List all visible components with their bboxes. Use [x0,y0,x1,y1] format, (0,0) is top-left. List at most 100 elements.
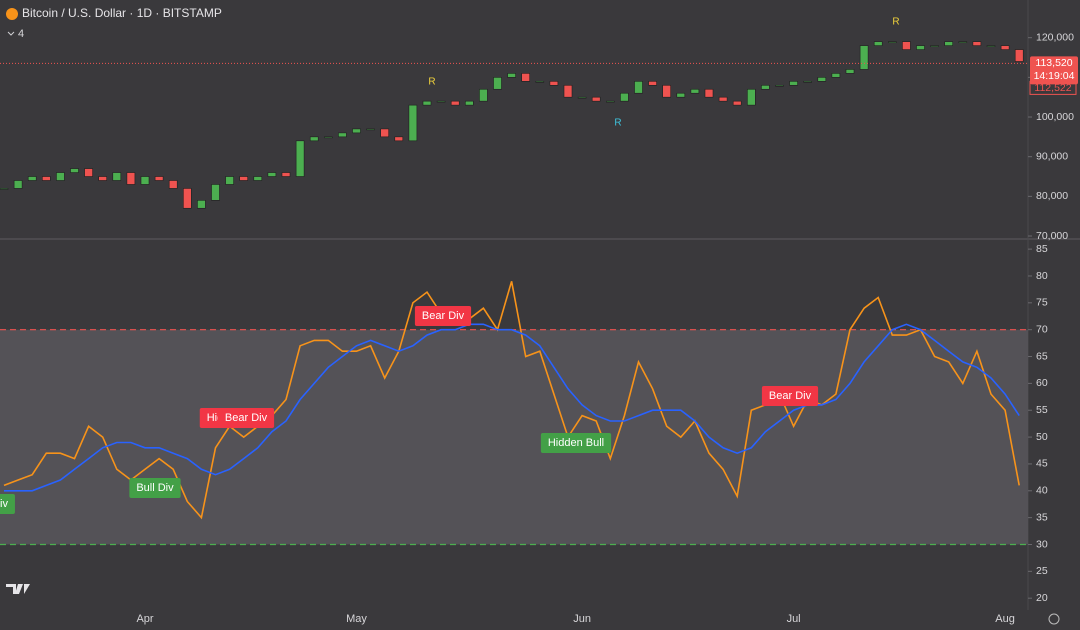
candle [27,176,37,181]
candle [0,188,9,190]
settings-icon[interactable] [1048,613,1060,625]
candle [972,41,982,46]
y-tick-label: 85 [1036,243,1048,255]
candle [873,41,883,46]
secondary-badge [1029,80,1077,95]
candle [56,172,65,181]
divergence-text: Bear Div [225,412,268,424]
candle [352,128,361,134]
candle [126,172,136,185]
collapse-icon[interactable] [7,31,15,36]
divergence-text: Div [0,498,8,510]
candle [662,84,672,98]
candle [549,81,559,86]
candle [408,104,418,142]
candle [225,176,234,185]
candle [267,172,277,177]
x-tick-label: Apr [136,613,153,625]
candle [916,45,925,50]
candle [394,136,404,142]
candle [450,100,460,106]
candle [887,41,897,43]
candle [690,88,700,94]
candle [507,73,516,78]
candle [761,84,770,90]
divergence-label: Bear Div [217,408,275,428]
divergence-box [0,494,15,514]
candle [13,180,23,189]
divergence-box [761,386,819,406]
y-tick-label: 100,000 [1036,111,1074,123]
x-tick-label: Aug [995,613,1015,625]
candle [422,100,432,106]
y-tick-label: 120,000 [1036,31,1074,43]
divergence-box [414,306,472,326]
secondary-price: 112,522 [1034,82,1071,94]
candle [775,84,784,87]
candle [197,200,206,209]
divergence-text: Bear Div [422,310,465,322]
candle [845,69,855,74]
divergence-label: Bear Div [414,306,472,326]
divergence-box [540,433,612,453]
candle [1014,49,1024,62]
y-tick-label: 75 [1036,297,1048,309]
y-tick-label: 45 [1036,458,1048,470]
candle [154,176,164,181]
candle [380,128,390,138]
candle [183,188,192,209]
y-tick-label: 40 [1036,485,1048,497]
candle [704,88,714,98]
level-band [0,329,1028,545]
candle [986,45,996,47]
divergence-text: Bear Div [769,390,812,402]
divergence-text: Hidden Bull [548,437,604,449]
candle [605,100,615,103]
candle [902,41,911,50]
candle [323,136,333,139]
candle [817,77,827,82]
candle [521,73,531,82]
candle [84,168,93,177]
candle [859,45,869,70]
x-tick-label: May [346,613,367,625]
y-tick-label: 30 [1036,538,1048,550]
x-tick-label: Jul [787,613,801,625]
last-price-label: 113,520 [1035,57,1072,69]
candle [648,81,657,86]
signal-label: R [614,118,621,129]
candle [41,176,51,181]
logo [6,584,30,594]
candle [831,73,841,78]
candle [535,81,545,83]
candle [958,41,968,43]
candle [732,100,742,106]
series-line [3,281,1020,520]
candle [366,128,375,131]
x-tick-label: Jun [573,613,591,625]
y-tick-label: 80 [1036,270,1048,282]
y-tick-label: 70,000 [1036,230,1068,242]
indicator-count[interactable]: 4 [18,28,24,40]
divergence-label: Bear Div [761,386,819,406]
candle [436,100,446,103]
y-tick-label: 65 [1036,350,1048,362]
candle [70,168,79,173]
candle [479,88,488,102]
candle [253,176,263,181]
signal-label: R [428,77,435,88]
candle [930,45,939,47]
candle [338,132,347,138]
candle [295,140,305,177]
candle [944,41,954,46]
y-tick-label: 80,000 [1036,190,1068,202]
last-price-badge [1030,56,1078,85]
divergence-text: Bull Div [136,482,174,494]
candle [577,96,587,99]
y-tick-label: 25 [1036,565,1048,577]
candle [211,184,220,201]
candle [98,176,107,181]
divergence-box [217,408,275,428]
candle [746,88,756,106]
